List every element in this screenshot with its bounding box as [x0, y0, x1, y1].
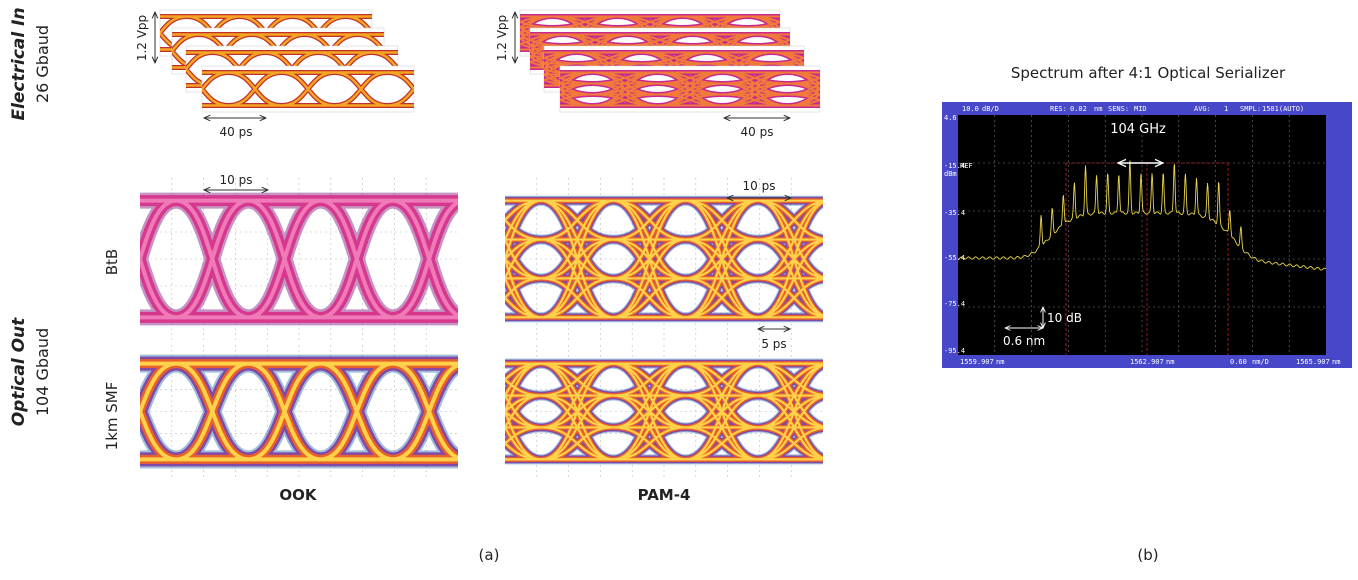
caption: (b)	[1137, 546, 1158, 564]
header: 0.02	[1070, 105, 1087, 113]
caption: (a)	[479, 546, 500, 564]
annotation: 10 ps	[220, 173, 253, 187]
panel-title: Spectrum after 4:1 Optical Serializer	[1011, 64, 1286, 82]
page: {"panel_a": { "rows": {"electrical": {"l…	[0, 0, 1358, 580]
subrow-label: 1km SMF	[103, 382, 121, 451]
x-label: 1559.907	[960, 358, 994, 366]
eye-diagrams	[104, 10, 918, 478]
y-label: -95.4	[944, 347, 965, 355]
osa-screen: 10.0 dB/D RES: 0.02 nm SENS: MID AVG: 1 …	[942, 102, 1352, 368]
y-label: -75.4	[944, 300, 965, 308]
annotation: 0.6 nm	[1003, 334, 1045, 348]
x-unit: nm	[1332, 358, 1340, 366]
annotation: 5 ps	[761, 337, 786, 351]
y-label: -55.4	[944, 254, 965, 262]
column-label: PAM-4	[638, 486, 691, 504]
eye-diagram	[104, 345, 538, 478]
header: SMPL:	[1240, 105, 1261, 113]
ref: REF	[960, 162, 973, 170]
x-label: 1562.907	[1130, 358, 1164, 366]
x-unit: nm	[1166, 358, 1174, 366]
annotation: 10 dB	[1047, 311, 1082, 325]
header: AVG:	[1194, 105, 1211, 113]
unit: dBm	[944, 170, 957, 178]
figure: Electrical In 26 Gbaud Optical Out 104 G…	[0, 0, 1358, 576]
header: 1501(AUTO)	[1262, 105, 1304, 113]
y-label: -35.4	[944, 209, 965, 217]
annotation: 40 ps	[741, 125, 774, 139]
eye-diagram	[528, 66, 918, 112]
x-label: 1565.907	[1296, 358, 1330, 366]
header: SENS:	[1108, 105, 1129, 113]
eye-diagram	[469, 345, 903, 478]
row-rate: 26 Gbaud	[33, 25, 52, 103]
subrow-label: BtB	[103, 249, 121, 275]
annotation: 1.2 Vpp	[135, 15, 149, 61]
x-unit: nm/D	[1252, 358, 1269, 366]
row-rate: 104 Gbaud	[33, 328, 52, 416]
header: 10.0	[962, 105, 979, 113]
header: RES:	[1050, 105, 1067, 113]
row-label: Optical Out	[9, 317, 29, 426]
x-unit: nm	[996, 358, 1004, 366]
annotation: 40 ps	[220, 125, 253, 139]
eye-diagram	[469, 178, 903, 340]
eye-diagram	[104, 178, 538, 340]
column-label: OOK	[279, 486, 318, 504]
row-label: Electrical In	[9, 7, 29, 120]
annotation: 1.2 Vpp	[495, 15, 509, 61]
annotation: 104 GHz	[1110, 122, 1166, 137]
header: nm	[1094, 105, 1102, 113]
header: 1	[1224, 105, 1228, 113]
y-label: 4.6	[944, 114, 957, 122]
header: MID	[1134, 105, 1147, 113]
annotation: 10 ps	[743, 179, 776, 193]
x-label: 0.60	[1230, 358, 1247, 366]
header: dB/D	[982, 105, 999, 113]
eye-diagram	[176, 66, 494, 112]
